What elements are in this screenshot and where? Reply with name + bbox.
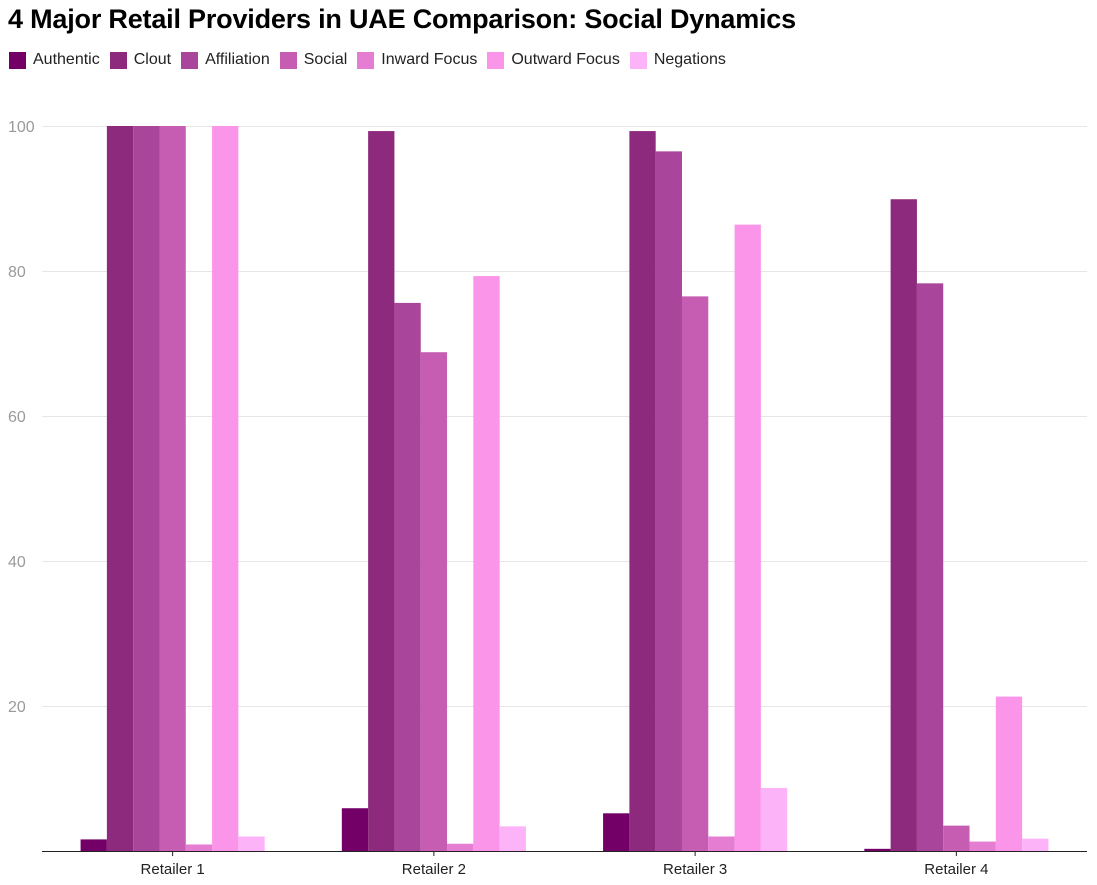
x-tick-label-retailer-2: Retailer 2 bbox=[402, 861, 466, 878]
bar-retailer-2-affiliation bbox=[394, 302, 421, 851]
bar-retailer-2-social bbox=[420, 352, 448, 851]
legend-swatch-authentic bbox=[9, 51, 26, 69]
bar-retailer-4-negations bbox=[1022, 838, 1049, 851]
legend-label-outward-focus: Outward Focus bbox=[511, 51, 620, 68]
y-tick-label-60: 60 bbox=[8, 409, 26, 426]
legend-item-social: Social bbox=[279, 51, 348, 69]
legend-swatch-negations bbox=[629, 51, 647, 69]
bar-retailer-3-social bbox=[681, 296, 709, 851]
x-tick-label-retailer-1: Retailer 1 bbox=[141, 861, 205, 878]
bar-retailer-1-authentic bbox=[80, 839, 107, 851]
legend-swatch-inward-focus bbox=[357, 51, 375, 69]
bar-retailer-2-inward-focus bbox=[447, 843, 474, 851]
bar-retailer-3-outward-focus bbox=[734, 224, 761, 852]
x-tick-label-retailer-4: Retailer 4 bbox=[924, 861, 988, 878]
bar-retailer-1-affiliation bbox=[133, 126, 160, 851]
bar-retailer-2-authentic bbox=[341, 808, 369, 851]
bar-retailer-4-inward-focus bbox=[969, 841, 996, 851]
bar-retailer-3-negations bbox=[760, 787, 788, 851]
bar-retailer-4-affiliation bbox=[916, 283, 944, 851]
bar-retailer-4-clout bbox=[890, 199, 917, 852]
legend-label-clout: Clout bbox=[133, 51, 172, 68]
legend-item-inward-focus: Inward Focus bbox=[357, 51, 477, 69]
bar-retailer-2-clout bbox=[368, 131, 395, 851]
bar-retailer-1-social bbox=[159, 126, 186, 851]
legend-label-negations: Negations bbox=[653, 51, 726, 68]
chart-legend: Authentic Clout Affiliation Social Inwar… bbox=[9, 51, 736, 69]
bar-retailer-1-inward-focus bbox=[185, 844, 213, 851]
bar-retailer-2-negations bbox=[499, 826, 526, 851]
legend-label-authentic: Authentic bbox=[33, 51, 100, 68]
chart-title: 4 Major Retail Providers in UAE Comparis… bbox=[8, 4, 796, 34]
legend-item-authentic: Authentic bbox=[9, 51, 100, 69]
bar-retailer-4-authentic bbox=[864, 848, 891, 851]
y-tick-label-40: 40 bbox=[8, 554, 26, 571]
bar-retailer-1-clout bbox=[106, 126, 134, 851]
bar-retailer-4-social bbox=[943, 825, 970, 851]
bar-retailer-1-negations bbox=[238, 836, 265, 851]
bar-retailer-4-outward-focus bbox=[995, 696, 1023, 851]
y-axis-ticks: 20 40 60 80 100 bbox=[8, 119, 35, 716]
bar-retailer-3-authentic bbox=[603, 813, 630, 851]
y-tick-label-80: 80 bbox=[8, 264, 26, 281]
legend-item-outward-focus: Outward Focus bbox=[487, 51, 620, 69]
legend-label-affiliation: Affiliation bbox=[205, 51, 270, 68]
legend-swatch-affiliation bbox=[181, 51, 199, 69]
legend-item-affiliation: Affiliation bbox=[181, 51, 270, 69]
x-tick-label-retailer-3: Retailer 3 bbox=[663, 861, 727, 878]
legend-swatch-outward-focus bbox=[487, 51, 505, 69]
y-tick-label-20: 20 bbox=[8, 699, 26, 716]
legend-item-negations: Negations bbox=[629, 51, 726, 69]
y-tick-label-100: 100 bbox=[8, 119, 35, 136]
legend-label-social: Social bbox=[303, 51, 348, 68]
bars bbox=[80, 126, 1049, 852]
legend-swatch-social bbox=[279, 51, 297, 69]
legend-swatch-clout bbox=[109, 51, 127, 69]
x-axis: Retailer 1 Retailer 2 Retailer 3 Retailer 4 bbox=[42, 851, 1087, 878]
bar-retailer-3-inward-focus bbox=[708, 836, 735, 851]
bar-retailer-3-clout bbox=[629, 131, 656, 851]
bar-retailer-3-affiliation bbox=[655, 151, 682, 851]
legend-item-clout: Clout bbox=[109, 51, 172, 69]
legend-label-inward-focus: Inward Focus bbox=[381, 51, 478, 68]
bar-retailer-1-outward-focus bbox=[212, 126, 239, 851]
bar-retailer-2-outward-focus bbox=[473, 276, 500, 851]
